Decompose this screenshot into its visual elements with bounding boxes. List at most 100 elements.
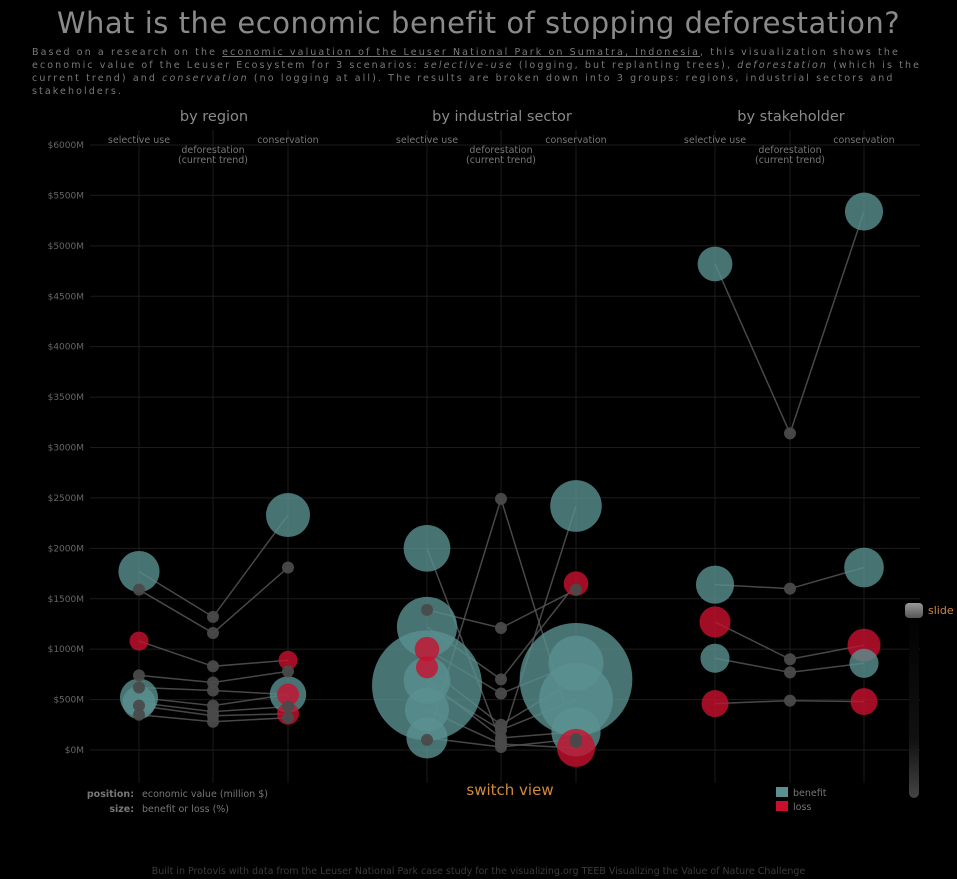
scenario-label: (current trend) (466, 155, 536, 166)
encoding-legend: position: economic value (million $) size… (60, 787, 268, 817)
y-tick-label: $2500M (48, 494, 84, 504)
baseline-point (207, 715, 219, 728)
baseline-point (495, 492, 507, 505)
baseline-point (133, 699, 145, 712)
size-key: size: (109, 804, 134, 815)
benefit-point (118, 550, 160, 593)
baseline-point (495, 687, 507, 700)
scenario-label: (current trend) (178, 155, 248, 166)
y-tick-label: $4000M (48, 343, 84, 353)
y-tick-label: $4500M (48, 292, 84, 302)
color-legend: benefit loss (776, 787, 826, 815)
desc-text-1: Based on a research on the (32, 47, 223, 58)
baseline-point (495, 673, 507, 686)
legend-loss-label: loss (793, 802, 812, 813)
loss-point (699, 606, 731, 638)
position-value: economic value (million $) (142, 789, 268, 800)
scenario-label: selective use (684, 135, 746, 146)
baseline-point (784, 582, 796, 595)
benefit-point (700, 643, 730, 673)
source-link[interactable]: economic valuation of the Leuser Nationa… (222, 47, 701, 58)
footer-credit: Built in Protovis with data from the Leu… (151, 866, 806, 877)
legend-benefit-label: benefit (793, 788, 827, 799)
slider-handle[interactable] (905, 603, 923, 618)
dot-layer (118, 192, 884, 768)
scenario-label: selective use (396, 135, 458, 146)
baseline-point (784, 653, 796, 666)
position-key: position: (86, 789, 134, 800)
description: Based on a research on the economic valu… (32, 46, 932, 98)
baseline-point (784, 427, 796, 440)
y-tick-label: $5500M (48, 191, 84, 201)
baseline-point (282, 665, 294, 678)
baseline-point (133, 583, 145, 596)
benefit-point (844, 547, 884, 588)
baseline-point (421, 733, 433, 746)
panel-title: by industrial sector (432, 109, 572, 125)
y-tick-label: $0M (65, 746, 84, 756)
y-tick-label: $5000M (48, 242, 84, 252)
loss-point (556, 728, 596, 768)
baseline-point (784, 666, 796, 679)
legend-item-loss: loss (776, 801, 826, 815)
loss-swatch (776, 801, 788, 811)
scenario-label: selective use (108, 135, 170, 146)
y-tick-label: $6000M (48, 141, 84, 151)
baseline-point (570, 583, 582, 596)
loss-point (277, 683, 299, 706)
loss-point (414, 636, 440, 662)
scenario-label: conservation (545, 135, 606, 146)
baseline-point (495, 621, 507, 634)
benefit-point (548, 635, 604, 691)
desc-selective-use: selective-use (423, 60, 514, 71)
slider-track[interactable] (909, 604, 919, 798)
desc-text-4: (which is the current trend) and (32, 60, 922, 84)
scenario-label: conservation (257, 135, 318, 146)
baseline-point (207, 627, 219, 640)
y-tick-label: $500M (53, 696, 84, 706)
size-value: benefit or loss (%) (142, 804, 230, 815)
desc-text-5: (no logging at all). The results are bro… (32, 73, 895, 97)
baseline-point (133, 681, 145, 694)
baseline-point (282, 711, 294, 724)
loss-point (563, 571, 589, 596)
y-tick-label: $3500M (48, 393, 84, 403)
loss-point (129, 631, 149, 651)
baseline-point (133, 669, 145, 682)
scenario-label: deforestation (758, 145, 821, 156)
scenario-label: deforestation (181, 145, 244, 156)
y-tick-label: $1000M (48, 645, 84, 655)
y-tick-label: $1500M (48, 595, 84, 605)
baseline-point (207, 660, 219, 673)
baseline-point (421, 603, 433, 616)
baseline-point (207, 684, 219, 697)
baseline-point (133, 708, 145, 721)
loss-point (701, 690, 729, 718)
y-tick-label: $2000M (48, 544, 84, 554)
y-tick-label: $3000M (48, 444, 84, 454)
benefit-point (396, 596, 458, 658)
baseline-point (495, 740, 507, 753)
slider-label: slide (928, 604, 954, 617)
desc-conservation: conservation (162, 73, 249, 84)
desc-text-2: , this visualization shows the economic … (32, 47, 900, 71)
benefit-point (697, 246, 733, 282)
baseline-point (570, 735, 582, 748)
benefit-point (403, 524, 451, 572)
scenario-label: (current trend) (755, 155, 825, 166)
benefit-point (844, 192, 884, 231)
baseline-point (207, 610, 219, 623)
baseline-point (282, 561, 294, 574)
panel-title: by region (180, 109, 248, 125)
desc-deforestation: deforestation (737, 60, 828, 71)
benefit-swatch (776, 787, 788, 797)
desc-text-3: (logging, but replanting trees), (513, 60, 738, 71)
loss-point (416, 656, 438, 679)
label-layer: $0M $500M $1000M $1500M $2000M $2500M $3000M $3… (48, 109, 895, 756)
loss-point (850, 688, 878, 716)
benefit-point (550, 480, 602, 532)
switch-view-button[interactable]: switch view (466, 781, 554, 799)
baseline-point (784, 694, 796, 707)
scenario-label: deforestation (469, 145, 532, 156)
